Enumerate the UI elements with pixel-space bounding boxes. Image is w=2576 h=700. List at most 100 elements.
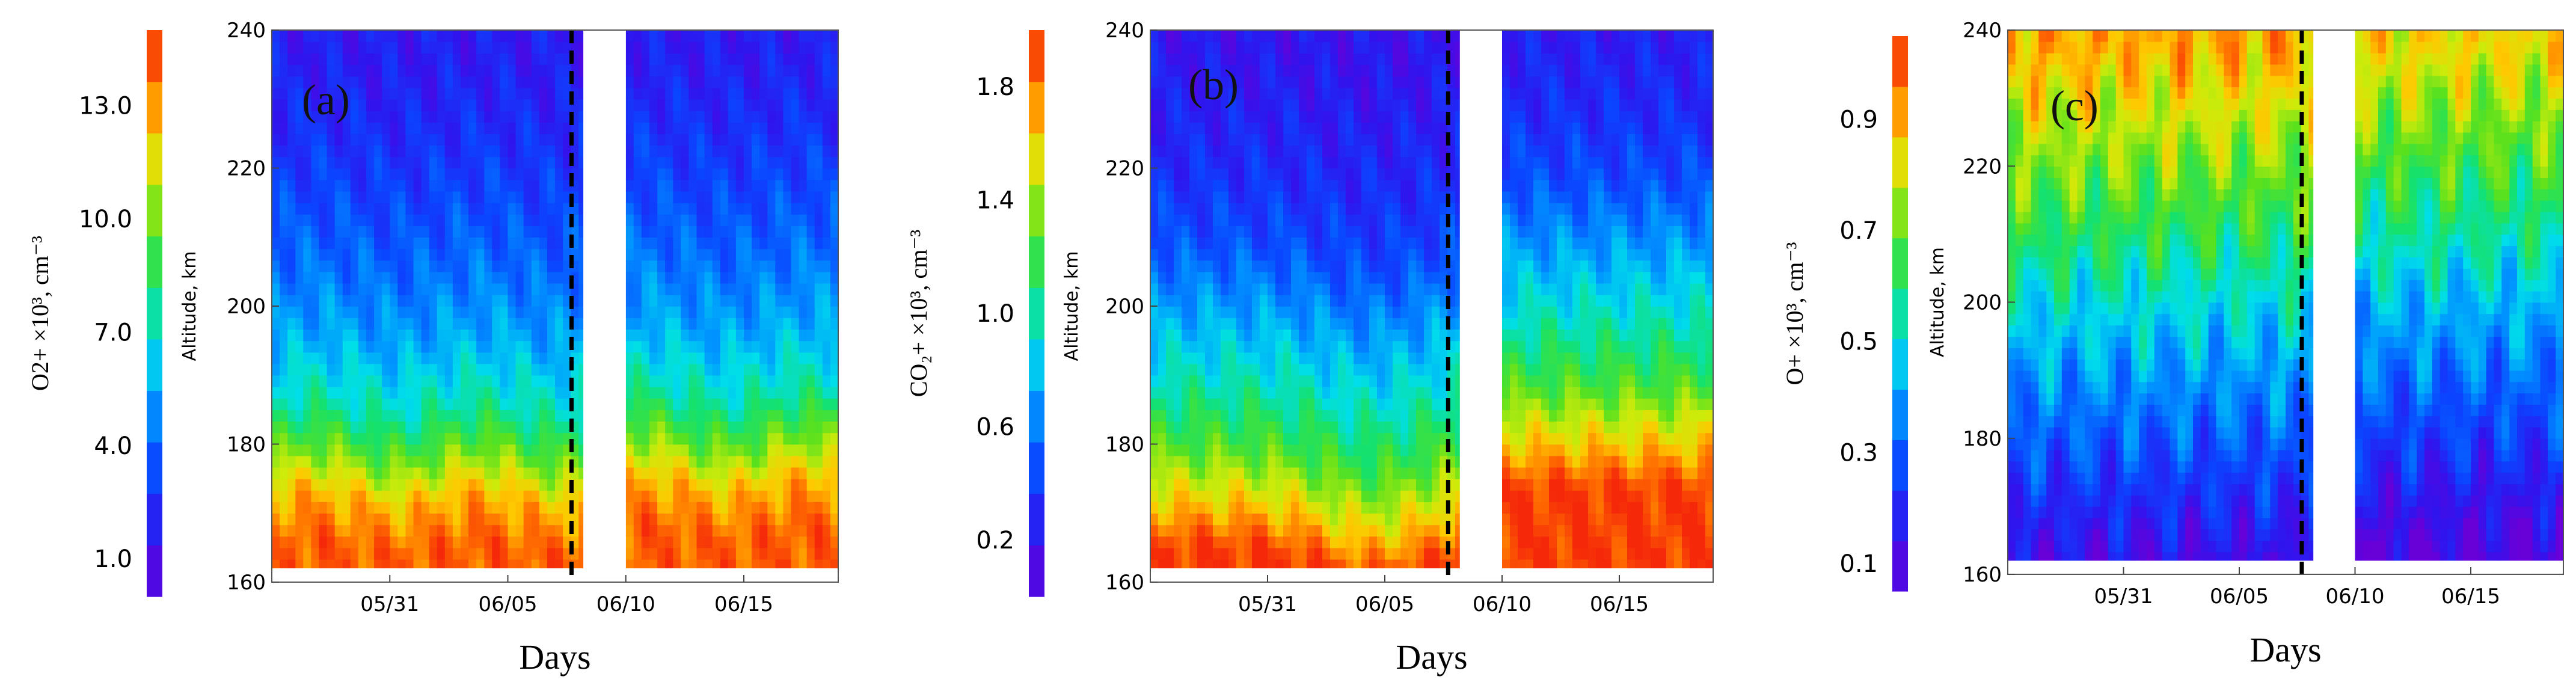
heatmap-cell — [1393, 559, 1401, 571]
heatmap-cell — [461, 398, 469, 410]
heatmap-cell — [696, 398, 705, 410]
heatmap-cell — [822, 110, 831, 123]
heatmap-cell — [1205, 306, 1213, 318]
heatmap-cell — [1330, 363, 1339, 376]
heatmap-cell — [1205, 122, 1213, 134]
heatmap-cell — [696, 318, 705, 330]
heatmap-cell — [461, 375, 469, 387]
heatmap-cell — [806, 53, 815, 66]
heatmap-cell — [814, 122, 823, 134]
heatmap-cell — [429, 410, 438, 422]
heatmap-cell — [1221, 53, 1229, 66]
heatmap-cell — [1189, 306, 1198, 318]
heatmap-cell — [625, 248, 634, 261]
heatmap-cell — [374, 99, 382, 111]
heatmap-cell — [775, 455, 784, 468]
heatmap-cell — [390, 226, 399, 238]
heatmap-cell — [673, 214, 682, 226]
heatmap-cell — [508, 363, 517, 376]
heatmap-cell — [1182, 421, 1190, 434]
heatmap-cell — [531, 352, 540, 364]
heatmap-cell — [342, 306, 351, 318]
heatmap-cell — [303, 467, 312, 479]
heatmap-cell — [1283, 64, 1292, 77]
heatmap-cell — [1400, 30, 1409, 42]
heatmap-cell — [657, 76, 666, 88]
heatmap-cell — [350, 478, 359, 491]
heatmap-cell — [1377, 145, 1385, 158]
heatmap-cell — [1174, 145, 1182, 158]
heatmap-cell — [791, 363, 800, 376]
heatmap-cell — [1299, 352, 1307, 364]
heatmap-cell — [822, 363, 831, 376]
heatmap-cell — [1174, 306, 1182, 318]
heatmap-cell — [752, 271, 760, 284]
heatmap-cell — [633, 467, 642, 479]
heatmap-cell — [633, 283, 642, 295]
heatmap-cell — [1377, 352, 1385, 364]
heatmap-cell — [421, 271, 430, 284]
heatmap-cell — [1330, 502, 1339, 514]
heatmap-cell — [421, 340, 430, 353]
heatmap-cell — [334, 524, 343, 537]
heatmap-cell — [1260, 64, 1268, 77]
heatmap-cell — [1346, 260, 1354, 272]
heatmap-cell — [405, 30, 414, 42]
heatmap-cell — [1354, 455, 1362, 468]
heatmap-cell — [1205, 283, 1213, 295]
heatmap-cell — [280, 340, 288, 353]
heatmap-cell — [1283, 490, 1292, 502]
heatmap-cell — [1330, 53, 1339, 66]
heatmap-cell — [1314, 513, 1323, 526]
heatmap-cell — [830, 41, 839, 54]
heatmap-cell — [1314, 536, 1323, 548]
heatmap-cell — [421, 421, 430, 434]
heatmap-cell — [775, 513, 784, 526]
heatmap-cell — [1236, 64, 1245, 77]
heatmap-cell — [657, 306, 666, 318]
heatmap-cell — [1174, 283, 1182, 295]
heatmap-cell — [688, 110, 698, 123]
heatmap-cell — [327, 421, 336, 434]
heatmap-cell — [515, 490, 524, 502]
heatmap-cell — [1416, 134, 1424, 146]
heatmap-cell — [775, 524, 784, 537]
heatmap-cell — [272, 363, 280, 376]
heatmap-cell — [1166, 226, 1174, 238]
heatmap-cell — [287, 329, 296, 342]
heatmap-cell — [728, 513, 737, 526]
heatmap-cell — [461, 559, 469, 571]
heatmap-cell — [468, 502, 477, 514]
heatmap-cell — [1236, 248, 1245, 261]
heatmap-cell — [799, 352, 808, 364]
heatmap-cell — [1338, 455, 1346, 468]
heatmap-cell — [783, 318, 792, 330]
heatmap-cell — [563, 513, 571, 526]
heatmap-cell — [452, 340, 461, 353]
heatmap-cell — [287, 318, 296, 330]
heatmap-cell — [1377, 455, 1385, 468]
heatmap-cell — [681, 283, 690, 295]
heatmap-cell — [641, 478, 650, 491]
heatmap-cell — [303, 513, 312, 526]
heatmap-cell — [1314, 524, 1323, 537]
heatmap-cell — [334, 559, 343, 571]
heatmap-cell — [500, 30, 509, 42]
heatmap-cell — [484, 30, 493, 42]
heatmap-cell — [563, 145, 571, 158]
heatmap-cell — [1369, 226, 1378, 238]
heatmap-cell — [1189, 248, 1198, 261]
heatmap-cell — [1213, 421, 1221, 434]
heatmap-cell — [767, 547, 776, 560]
heatmap-cell — [759, 410, 768, 422]
heatmap-cell — [280, 352, 288, 364]
heatmap-cell — [806, 524, 815, 537]
heatmap-cell — [287, 467, 296, 479]
heatmap-cell — [1205, 421, 1213, 434]
heatmap-cell — [1408, 524, 1417, 537]
heatmap-cell — [704, 478, 713, 491]
heatmap-cell — [1385, 134, 1393, 146]
heatmap-cell — [822, 248, 831, 261]
heatmap-cell — [1393, 375, 1401, 387]
heatmap-cell — [1174, 260, 1182, 272]
